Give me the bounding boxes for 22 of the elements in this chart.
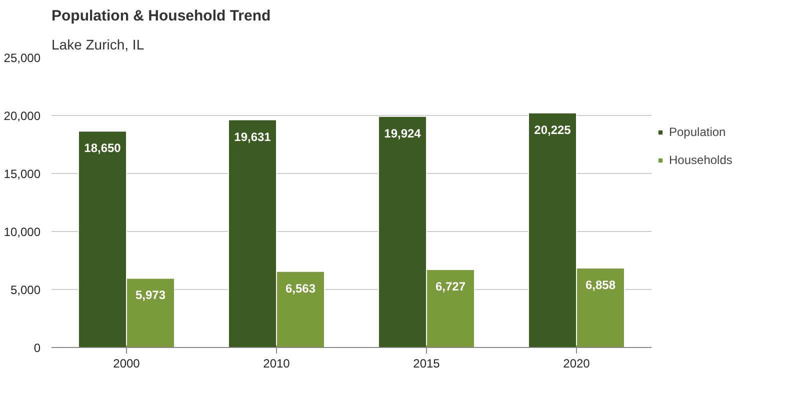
legend-label: Population bbox=[669, 125, 726, 139]
data-label: 6,858 bbox=[585, 278, 616, 292]
data-label: 20,225 bbox=[534, 122, 572, 137]
data-label: 18,650 bbox=[84, 141, 122, 156]
data-label: 6,727 bbox=[435, 279, 466, 294]
y-tick-label: 15,000 bbox=[4, 167, 41, 181]
x-tick-label: 2000 bbox=[113, 356, 140, 370]
data-label: 19,924 bbox=[384, 126, 422, 140]
chart-subtitle: Lake Zurich, IL bbox=[52, 36, 144, 52]
chart-title: Population & Household Trend bbox=[52, 8, 271, 24]
data-label: 6,563 bbox=[285, 281, 316, 296]
y-tick-label: 0 bbox=[34, 341, 41, 355]
x-tick-label: 2020 bbox=[563, 356, 590, 370]
x-tick-label: 2010 bbox=[263, 356, 290, 370]
y-tick-label: 20,000 bbox=[4, 109, 41, 123]
y-tick-label: 5,000 bbox=[10, 283, 41, 297]
legend-label: Households bbox=[669, 153, 732, 167]
x-tick-label: 2015 bbox=[413, 356, 440, 370]
data-label: 19,631 bbox=[234, 130, 272, 144]
y-tick-label: 10,000 bbox=[4, 225, 41, 239]
y-tick-label: 25,000 bbox=[4, 51, 41, 65]
data-label: 5,973 bbox=[135, 288, 166, 302]
